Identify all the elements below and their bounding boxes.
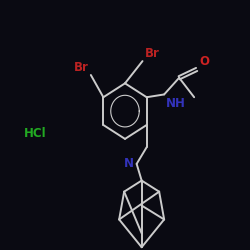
Text: HCl: HCl xyxy=(24,127,46,140)
Text: Br: Br xyxy=(145,47,160,60)
Text: O: O xyxy=(199,55,209,68)
Text: N: N xyxy=(124,158,134,170)
Text: Br: Br xyxy=(74,60,88,74)
Text: NH: NH xyxy=(166,97,185,110)
